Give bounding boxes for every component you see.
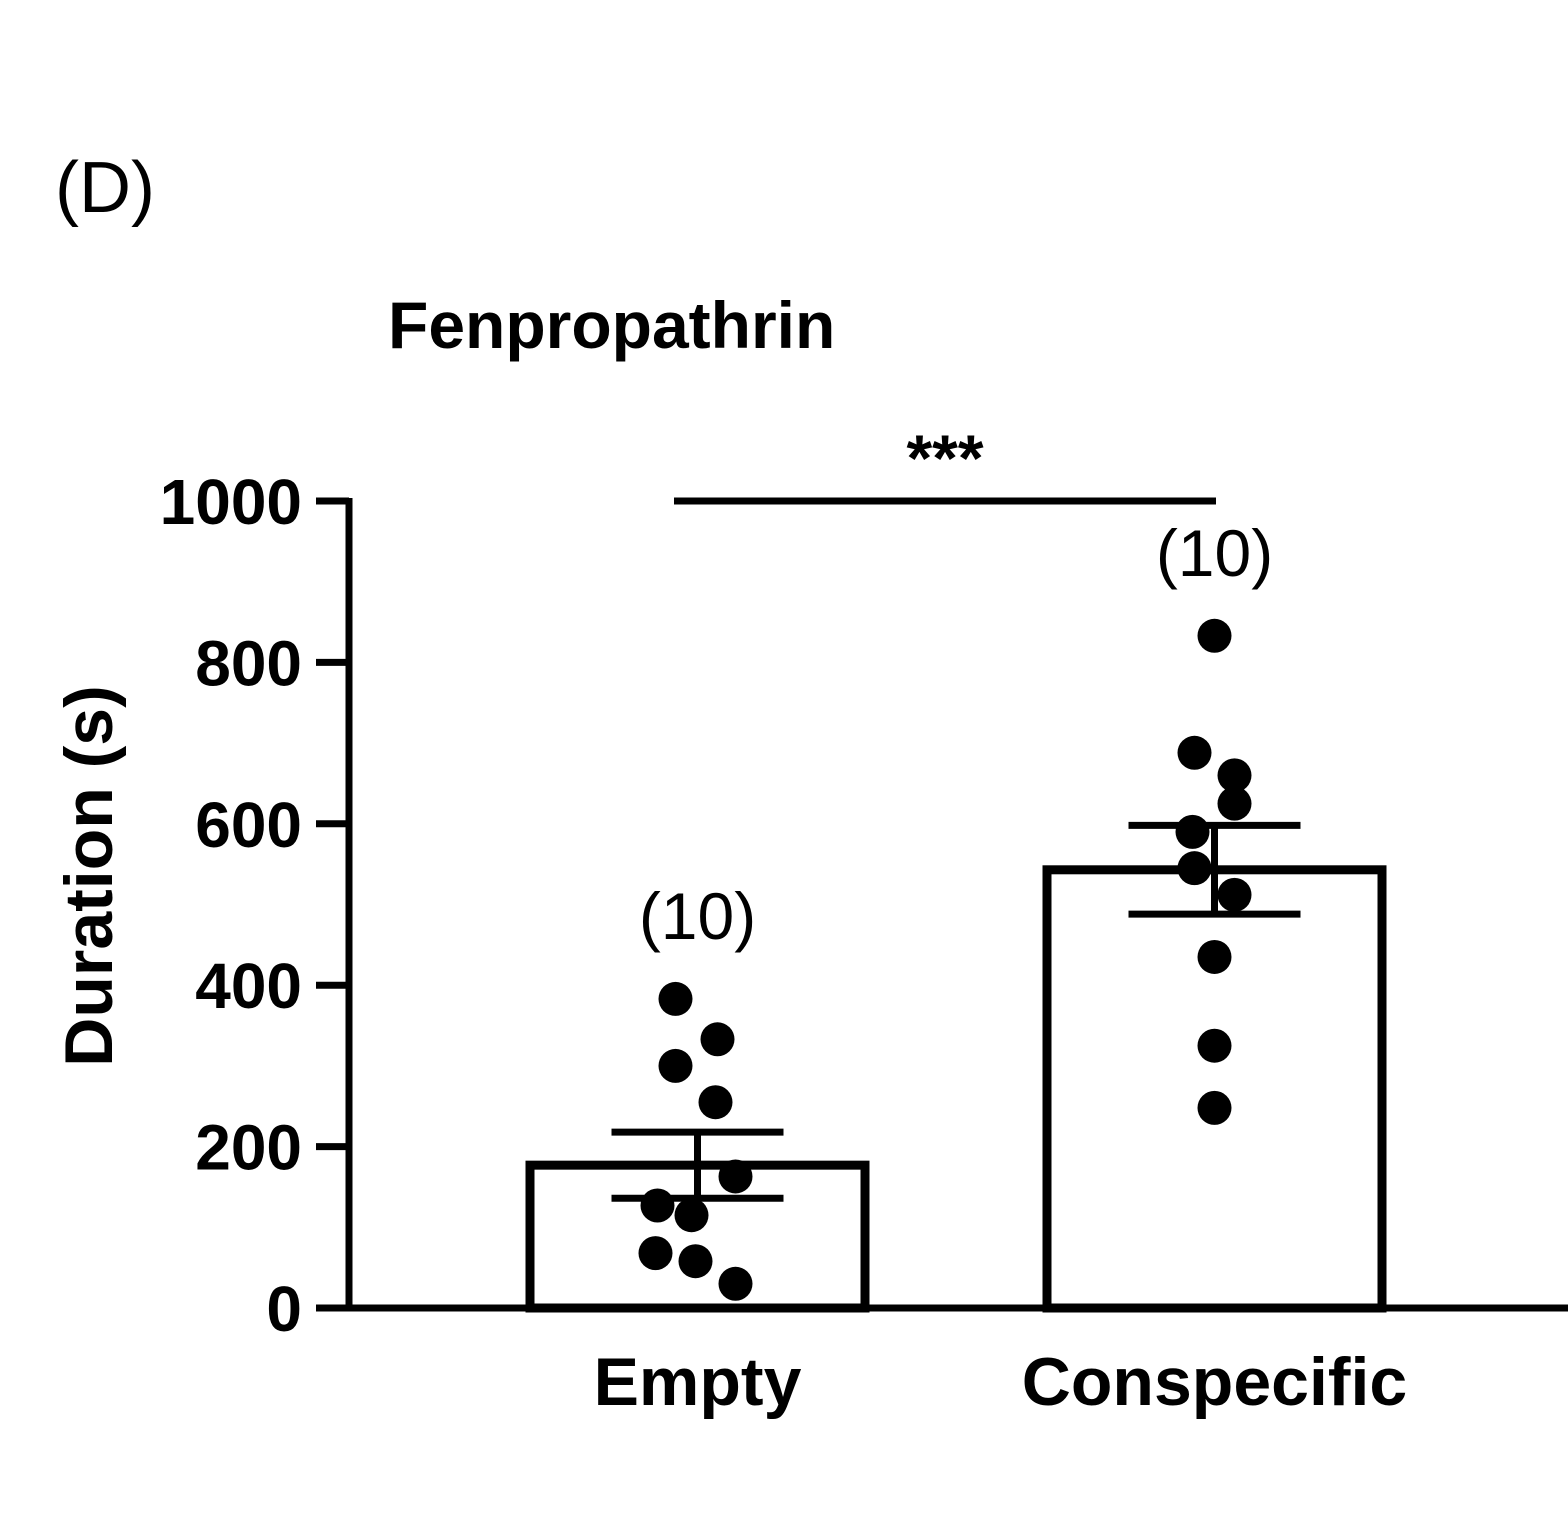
x-tick-label: Empty <box>594 1344 802 1420</box>
data-point <box>1197 939 1232 974</box>
x-tick-label: Conspecific <box>1022 1344 1407 1420</box>
data-point <box>640 1188 675 1223</box>
data-point <box>698 1085 733 1120</box>
y-tick-label: 400 <box>195 950 302 1022</box>
y-tick-label: 800 <box>195 627 302 699</box>
data-point <box>1175 814 1210 849</box>
data-point <box>718 1159 753 1194</box>
data-point <box>1217 877 1252 912</box>
data-point <box>1197 1028 1232 1063</box>
plot-area: 0 200 400 600 800 1000 (10) (10) Empty Conspecifi… <box>160 421 1568 1420</box>
significance-label: *** <box>906 421 983 495</box>
data-point <box>1177 735 1212 770</box>
n-label: (10) <box>1156 516 1273 590</box>
y-tick-label: 600 <box>195 789 302 861</box>
y-tick-label: 0 <box>266 1273 302 1345</box>
data-point <box>718 1266 753 1301</box>
data-point <box>1197 618 1232 653</box>
panel-label: (D) <box>55 148 155 228</box>
data-point <box>674 1198 709 1233</box>
data-point <box>658 981 693 1016</box>
bar <box>1042 865 1387 1313</box>
y-tick-label: 200 <box>195 1112 302 1184</box>
n-label: (10) <box>639 879 756 953</box>
y-tick-label: 1000 <box>160 466 302 538</box>
data-point <box>1217 786 1252 821</box>
data-point <box>1197 1090 1232 1125</box>
chart-title: Fenpropathrin <box>388 288 835 362</box>
y-axis-label: Duration (s) <box>51 685 127 1067</box>
data-point <box>638 1236 673 1271</box>
data-point <box>1217 758 1252 793</box>
data-point <box>678 1244 713 1279</box>
data-point <box>700 1022 735 1057</box>
data-point <box>658 1048 693 1083</box>
data-point <box>1177 851 1212 886</box>
